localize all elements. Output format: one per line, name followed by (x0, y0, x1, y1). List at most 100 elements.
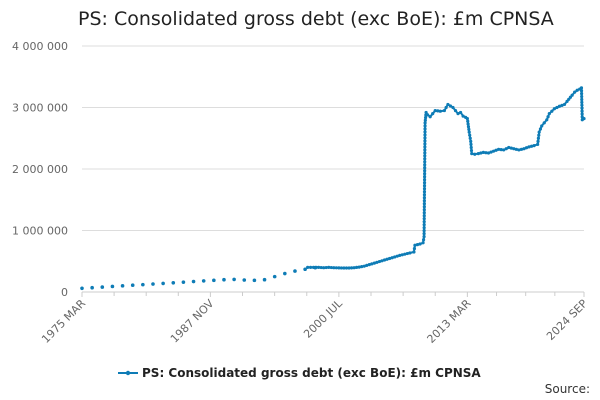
data-point (423, 136, 427, 140)
data-point (387, 256, 392, 261)
data-point (476, 152, 480, 156)
data-point (349, 266, 354, 270)
data-point (422, 193, 427, 197)
data-point (466, 125, 471, 129)
data-point (468, 133, 472, 137)
data-point (423, 139, 427, 143)
data-point (532, 144, 536, 148)
data-point (306, 265, 310, 269)
data-point (444, 105, 448, 110)
data-point (423, 151, 427, 155)
data-point (311, 265, 316, 269)
data-point (339, 266, 344, 270)
chart-title: PS: Consolidated gross debt (exc BoE): £… (78, 8, 554, 30)
data-point (357, 265, 361, 269)
data-point (537, 130, 541, 134)
data-point (422, 220, 426, 224)
series-layer (80, 86, 586, 291)
x-tick-label: 2024 SEP (544, 297, 590, 343)
data-point (421, 241, 425, 245)
data-point (377, 259, 382, 264)
data-point (365, 263, 369, 268)
legend-swatch (118, 370, 138, 376)
data-point (322, 266, 326, 270)
data-point (580, 103, 584, 107)
y-tick-label: 1 000 000 (12, 225, 68, 238)
data-point (405, 251, 409, 256)
data-point (418, 242, 422, 246)
data-point (421, 238, 426, 242)
series-line (307, 86, 585, 269)
data-point (161, 281, 165, 286)
data-point (540, 124, 544, 128)
data-point (130, 283, 135, 288)
data-point (431, 112, 435, 116)
data-point (484, 151, 488, 155)
data-point (385, 257, 389, 261)
data-point (504, 147, 508, 151)
data-point (422, 205, 426, 209)
data-point (423, 166, 427, 170)
x-tick-label: 2013 MAR (425, 297, 474, 346)
data-point (80, 286, 84, 291)
data-point (579, 89, 584, 93)
data-point (502, 148, 506, 152)
data-point (181, 280, 186, 284)
data-point (422, 217, 426, 221)
data-point (453, 108, 458, 113)
data-point (433, 108, 437, 113)
data-point (545, 118, 549, 122)
gridlines: 0 1 000 000 2 000 000 3 000 000 4 000 000 (12, 40, 584, 299)
data-point (456, 112, 460, 116)
data-point (262, 277, 267, 282)
data-point (522, 147, 526, 151)
data-point (580, 94, 584, 99)
data-point (370, 262, 374, 266)
data-point (542, 121, 546, 125)
data-point (580, 92, 584, 96)
data-point (423, 142, 427, 146)
data-point (422, 181, 427, 185)
data-point (352, 266, 356, 270)
data-point (461, 114, 465, 118)
data-point (120, 284, 125, 288)
data-point (283, 271, 287, 276)
data-point (316, 265, 321, 269)
data-point (423, 163, 427, 167)
data-point (469, 139, 473, 143)
data-point (362, 264, 366, 268)
data-point (413, 243, 417, 247)
data-point (536, 136, 541, 140)
legend[interactable]: PS: Consolidated gross debt (exc BoE): £… (118, 366, 481, 380)
data-point (308, 265, 313, 269)
y-tick-label: 2 000 000 (12, 163, 68, 176)
data-point (423, 148, 427, 152)
data-point (337, 266, 341, 270)
data-point (507, 145, 511, 150)
data-point (327, 265, 331, 269)
data-point (423, 175, 427, 179)
data-point (382, 258, 387, 262)
data-point (422, 199, 426, 203)
data-point (212, 278, 216, 283)
data-point (458, 110, 463, 115)
data-point (314, 265, 318, 269)
data-point (171, 280, 176, 285)
data-point (426, 113, 430, 117)
data-point (538, 127, 543, 131)
x-tick-label: 1975 MAR (39, 297, 88, 346)
data-point (446, 102, 450, 107)
data-point (201, 279, 206, 283)
data-point (422, 214, 426, 218)
data-point (560, 103, 564, 107)
data-point (334, 266, 338, 270)
data-point (580, 112, 584, 116)
data-point (395, 254, 399, 258)
data-point (529, 144, 534, 148)
data-point (398, 253, 402, 258)
data-point (470, 152, 474, 156)
data-point (469, 142, 473, 146)
data-point (422, 226, 426, 230)
data-point (473, 152, 477, 156)
